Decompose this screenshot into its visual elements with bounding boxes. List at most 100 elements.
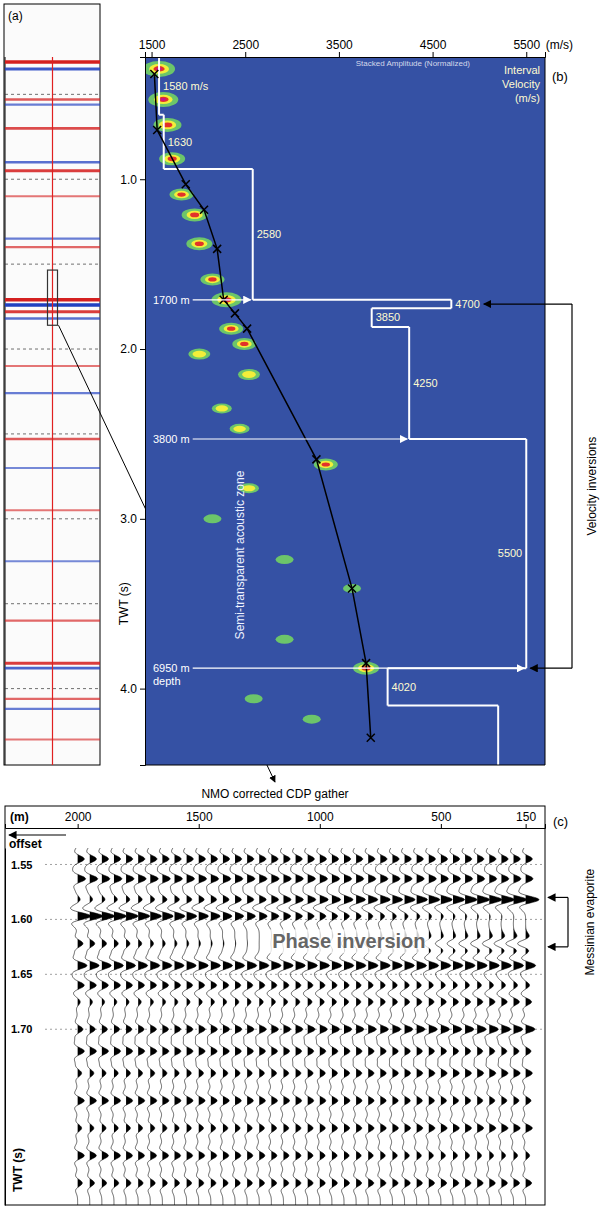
interval-line: [252, 169, 254, 300]
tick: 1.70: [5, 1023, 32, 1035]
tick-label: 3500: [326, 38, 353, 52]
semblance-blob: [216, 405, 228, 411]
tick: 150: [516, 810, 536, 828]
trace-fill: [308, 848, 318, 1205]
pick-marker: [213, 245, 221, 253]
panel-frame: [5, 806, 545, 1205]
tick-mark: [140, 349, 145, 350]
tick: 1.65: [5, 968, 32, 980]
semblance-blob: [230, 424, 250, 434]
trace: [326, 848, 342, 1205]
bracket: [567, 897, 568, 946]
semblance-blob: [205, 276, 220, 283]
tick: 2000: [65, 810, 92, 828]
trace: [265, 848, 281, 1205]
trace-fill: [199, 848, 209, 1205]
axis: 15002500350045005500: [139, 38, 546, 58]
section: [5, 57, 100, 765]
trace: [398, 848, 415, 1205]
bracket-label: Messinian evaporite: [583, 868, 597, 975]
trace-fill: [78, 848, 91, 1205]
trace-fill: [211, 848, 221, 1205]
panel-label: (c): [553, 814, 568, 829]
pick-marker: [367, 734, 375, 742]
zone-label: Semi-transparent acoustic zone: [233, 470, 247, 639]
tick: 1.0: [120, 173, 145, 187]
pick-marker: [231, 309, 239, 317]
axis: 1.551.601.651.70: [5, 849, 32, 1206]
trace: [119, 848, 138, 1205]
semblance-blob: [237, 340, 252, 347]
semblance-blob: [187, 211, 203, 219]
tick-label: 2.0: [120, 342, 137, 356]
axis-line: [5, 849, 6, 1206]
axis-title: (m/s): [546, 38, 573, 52]
semblance-blob: [193, 351, 207, 358]
trace: [83, 848, 103, 1205]
velocity-function: [154, 74, 370, 738]
trace: [228, 848, 244, 1205]
interval-label: 4020: [392, 681, 416, 693]
depth-arrow: [193, 668, 525, 669]
trace: [241, 848, 257, 1205]
tick: 500: [431, 810, 451, 828]
semblance-blob: [224, 325, 239, 332]
location-line: [52, 57, 53, 765]
trace-fill: [162, 848, 173, 1205]
legend-title: Velocity: [502, 78, 540, 90]
plot-title: Stacked Amplitude (Normalized): [356, 59, 471, 68]
axis-title: TWT (s): [11, 1148, 25, 1192]
trace: [156, 848, 174, 1205]
depth-label: 3800 m: [153, 433, 190, 445]
trace-fill: [356, 848, 366, 1205]
traces: [71, 848, 539, 1205]
trace: [411, 848, 428, 1205]
tick-label: 2500: [232, 38, 259, 52]
trace: [350, 848, 366, 1205]
interval-line: [158, 57, 160, 115]
bracket-arrow: [548, 897, 568, 898]
axis-line: [146, 52, 546, 58]
trace-fill: [138, 848, 149, 1205]
trace-fill: [489, 848, 501, 1205]
trace-fill: [175, 848, 185, 1205]
semblance-blob: [195, 241, 204, 246]
tick: 5500: [513, 38, 540, 57]
semblance-blob: [276, 635, 294, 644]
semblance-blob: [219, 323, 243, 335]
interval-velocity: [159, 57, 526, 765]
trace-fill: [417, 848, 428, 1205]
trace-fill: [187, 848, 197, 1205]
tick-mark: [199, 824, 200, 828]
semblance-blob: [154, 95, 173, 104]
tick-mark: [152, 52, 153, 57]
depth-label: 6950 m: [153, 662, 190, 674]
trace-fill: [320, 848, 330, 1205]
axis-line: [6, 824, 546, 829]
plot-background: [145, 57, 545, 765]
tick-label: 1000: [307, 810, 334, 824]
interval-line: [408, 327, 410, 439]
trace-fill: [465, 848, 477, 1205]
trace: [168, 848, 185, 1205]
trace-fill: [332, 848, 342, 1205]
tick: 4500: [420, 38, 447, 57]
depth-arrow: [193, 299, 251, 300]
bracket-arrow: [530, 668, 572, 669]
tick: 2500: [232, 38, 259, 57]
tick-mark: [526, 824, 527, 828]
pick-marker: [150, 70, 158, 78]
interval-line: [497, 706, 499, 765]
trace: [386, 848, 402, 1205]
semblance-blob: [227, 327, 235, 331]
annotations: Stacked Amplitude (Normalized)IntervalVe…: [153, 59, 540, 693]
axis-title: (m): [10, 810, 29, 824]
tick-label: 1500: [186, 810, 213, 824]
semblance-blob: [276, 555, 294, 564]
semblance-blob: [159, 121, 176, 130]
panel-frame: [4, 4, 100, 765]
semblance-blob: [186, 237, 212, 250]
tick: 4.0: [120, 682, 145, 696]
semblance-blob: [233, 426, 245, 432]
semblance: [145, 61, 379, 724]
